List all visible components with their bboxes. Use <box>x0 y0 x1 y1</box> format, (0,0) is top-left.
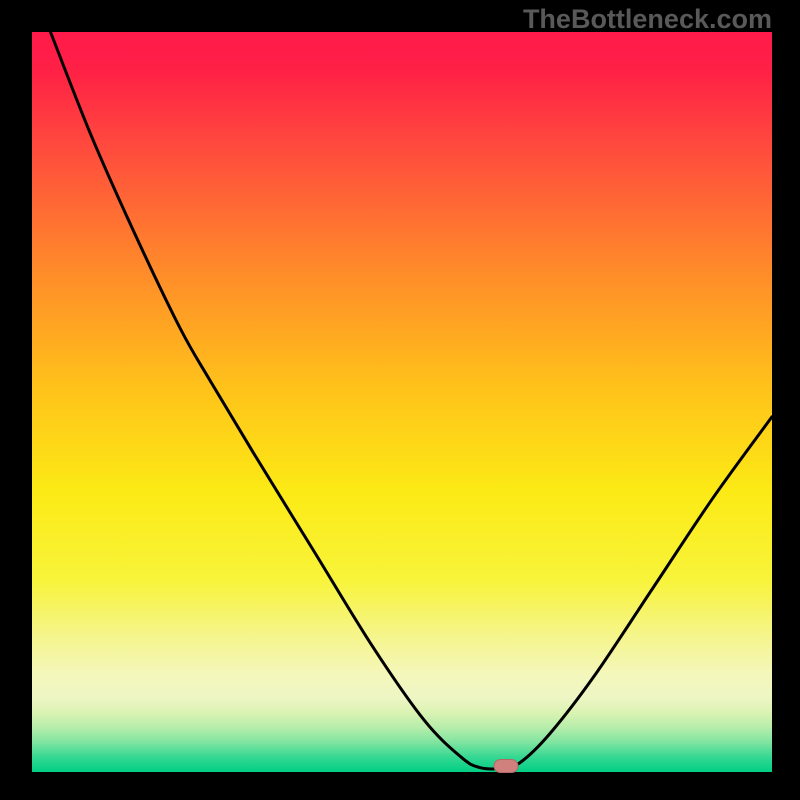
optimal-point-marker <box>493 759 518 773</box>
bottleneck-curve <box>32 32 772 772</box>
chart-frame: TheBottleneck.com <box>0 0 800 800</box>
watermark-text: TheBottleneck.com <box>523 4 772 35</box>
plot-area <box>32 32 772 772</box>
curve-path <box>51 32 773 769</box>
